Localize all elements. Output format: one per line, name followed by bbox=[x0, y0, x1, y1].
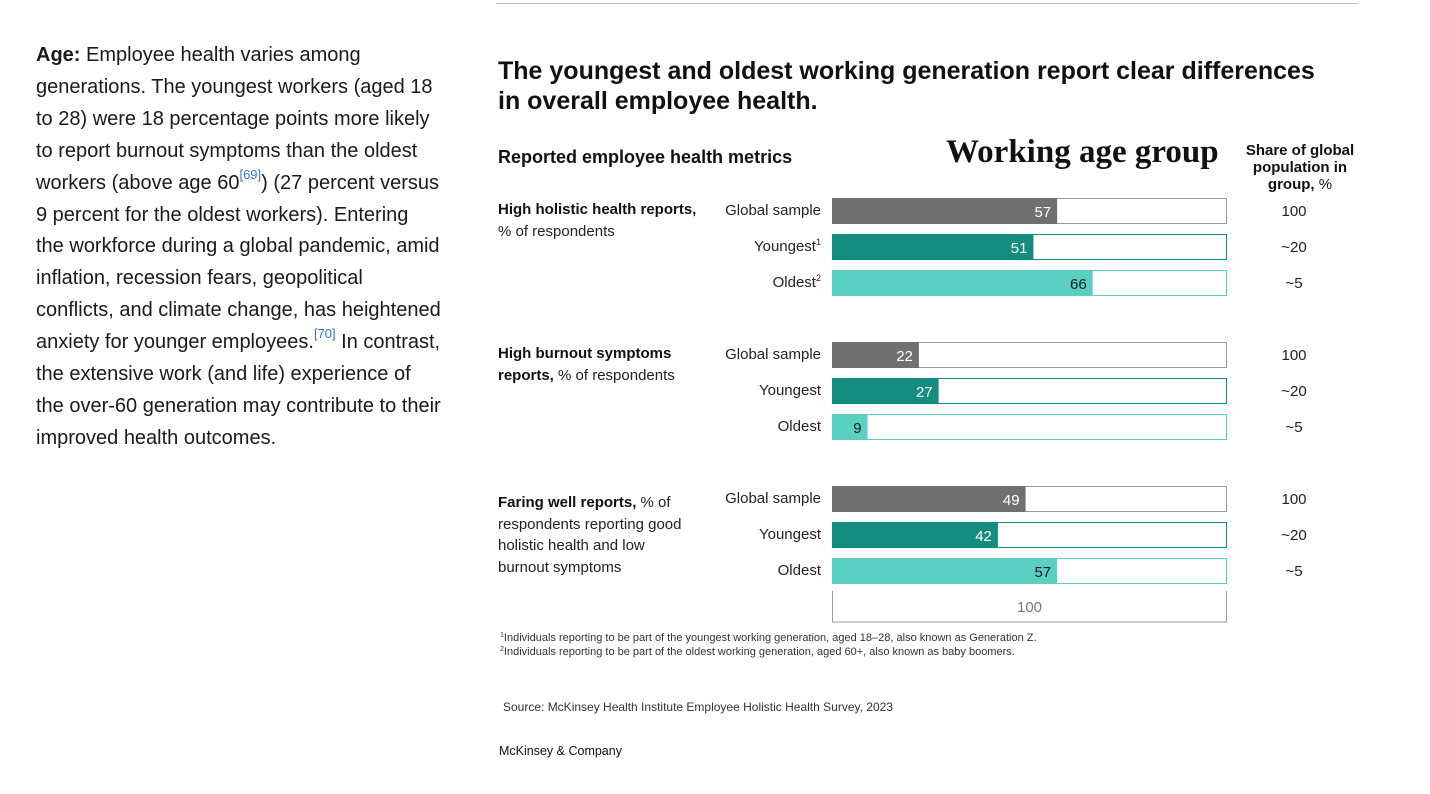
share-value: 100 bbox=[1281, 491, 1307, 508]
row-label-global-sample: Global sample bbox=[725, 346, 821, 363]
footnotes: 1Individuals reporting to be part of the… bbox=[500, 631, 1037, 659]
share-value: ~5 bbox=[1285, 275, 1303, 292]
article-lead: Age: bbox=[36, 44, 81, 66]
bar-youngest bbox=[832, 522, 998, 548]
bar-oldest bbox=[832, 414, 868, 440]
age-group-header: Working age group bbox=[946, 134, 1219, 170]
article-paragraph: Age: Employee health varies among genera… bbox=[36, 40, 441, 455]
share-header: Share of global population in group, % bbox=[1232, 142, 1368, 193]
row-label-youngest: Youngest bbox=[758, 526, 821, 543]
metric-label-rest: % of respondents bbox=[553, 366, 675, 384]
bar-global-sample bbox=[832, 198, 1058, 224]
row-label-youngest: Youngest bbox=[758, 382, 821, 399]
metric-label-faring-well: Faring well reports, % of respondents re… bbox=[498, 492, 693, 578]
share-value: 100 bbox=[1281, 347, 1307, 364]
row-label-oldest: Oldest2 bbox=[772, 273, 821, 292]
share-value: ~20 bbox=[1281, 383, 1307, 400]
bar-oldest bbox=[832, 558, 1058, 584]
metric-label-bold: High burnout symptoms reports, bbox=[498, 345, 672, 384]
bar-oldest bbox=[832, 270, 1093, 296]
row-label-global-sample: Global sample bbox=[725, 202, 821, 219]
bar-global-sample bbox=[832, 486, 1026, 512]
footnote-mark-2: 2 bbox=[815, 273, 821, 283]
bar-value-label: 27 bbox=[916, 384, 933, 401]
bar-value-label: 57 bbox=[1034, 564, 1051, 581]
bar-youngest bbox=[832, 378, 939, 404]
footnote-2: 2Individuals reporting to be part of the… bbox=[500, 646, 1015, 658]
row-label-global-sample: Global sample bbox=[725, 490, 821, 507]
bar-value-label: 51 bbox=[1011, 240, 1028, 257]
bar-value-label: 42 bbox=[975, 528, 992, 545]
row-label-oldest: Oldest bbox=[777, 562, 821, 579]
reference-link-69[interactable]: [69] bbox=[239, 166, 262, 182]
share-value: 100 bbox=[1281, 203, 1307, 220]
article-text-3: In contrast, the extensive work (and lif… bbox=[36, 331, 441, 449]
chart-title: The youngest and oldest working generati… bbox=[498, 57, 1315, 115]
share-header-text: Share of global population in group, bbox=[1245, 142, 1355, 193]
metric-label-bold: Faring well reports, bbox=[498, 494, 637, 511]
row-label-youngest: Youngest1 bbox=[753, 237, 821, 256]
bar-value-label: 57 bbox=[1034, 204, 1051, 221]
bar-value-label: 9 bbox=[853, 420, 861, 437]
metric-label-burnout: High burnout symptoms reports, % of resp… bbox=[498, 343, 698, 386]
bar-track bbox=[832, 414, 1227, 440]
share-header-unit: % bbox=[1314, 176, 1333, 193]
metric-label-bold: High holistic health reports, bbox=[498, 201, 697, 218]
bar-youngest bbox=[832, 234, 1034, 260]
brand-credit: McKinsey & Company bbox=[499, 744, 622, 758]
metric-label-rest: % of respondents reporting good holistic… bbox=[498, 494, 682, 576]
row-label-oldest: Oldest bbox=[777, 418, 821, 435]
scale-bracket bbox=[832, 591, 1227, 623]
metrics-header: Reported employee health metrics bbox=[498, 147, 793, 167]
top-divider bbox=[496, 3, 1358, 4]
article-text-2: ) (27 percent versus 9 percent for the o… bbox=[36, 171, 441, 354]
bar-value-label: 49 bbox=[1003, 492, 1020, 509]
share-value: ~5 bbox=[1285, 563, 1303, 580]
bar-value-label: 22 bbox=[896, 348, 913, 365]
bar-global-sample bbox=[832, 342, 919, 368]
reference-link-70[interactable]: [70] bbox=[313, 326, 336, 342]
footnote-mark-1: 1 bbox=[815, 237, 821, 247]
footnote-1: 1Individuals reporting to be part of the… bbox=[500, 632, 1037, 644]
scale-label: 100 bbox=[1017, 599, 1042, 616]
metric-label-rest: % of respondents bbox=[498, 222, 615, 240]
share-value: ~20 bbox=[1281, 527, 1307, 544]
source-note: Source: McKinsey Health Institute Employ… bbox=[503, 700, 893, 714]
bar-value-label: 66 bbox=[1070, 276, 1087, 293]
share-value: ~5 bbox=[1285, 419, 1303, 436]
article-text-1: Employee health varies among generations… bbox=[36, 44, 433, 194]
share-value: ~20 bbox=[1281, 239, 1307, 256]
metric-label-holistic: High holistic health reports, % of respo… bbox=[498, 199, 698, 242]
